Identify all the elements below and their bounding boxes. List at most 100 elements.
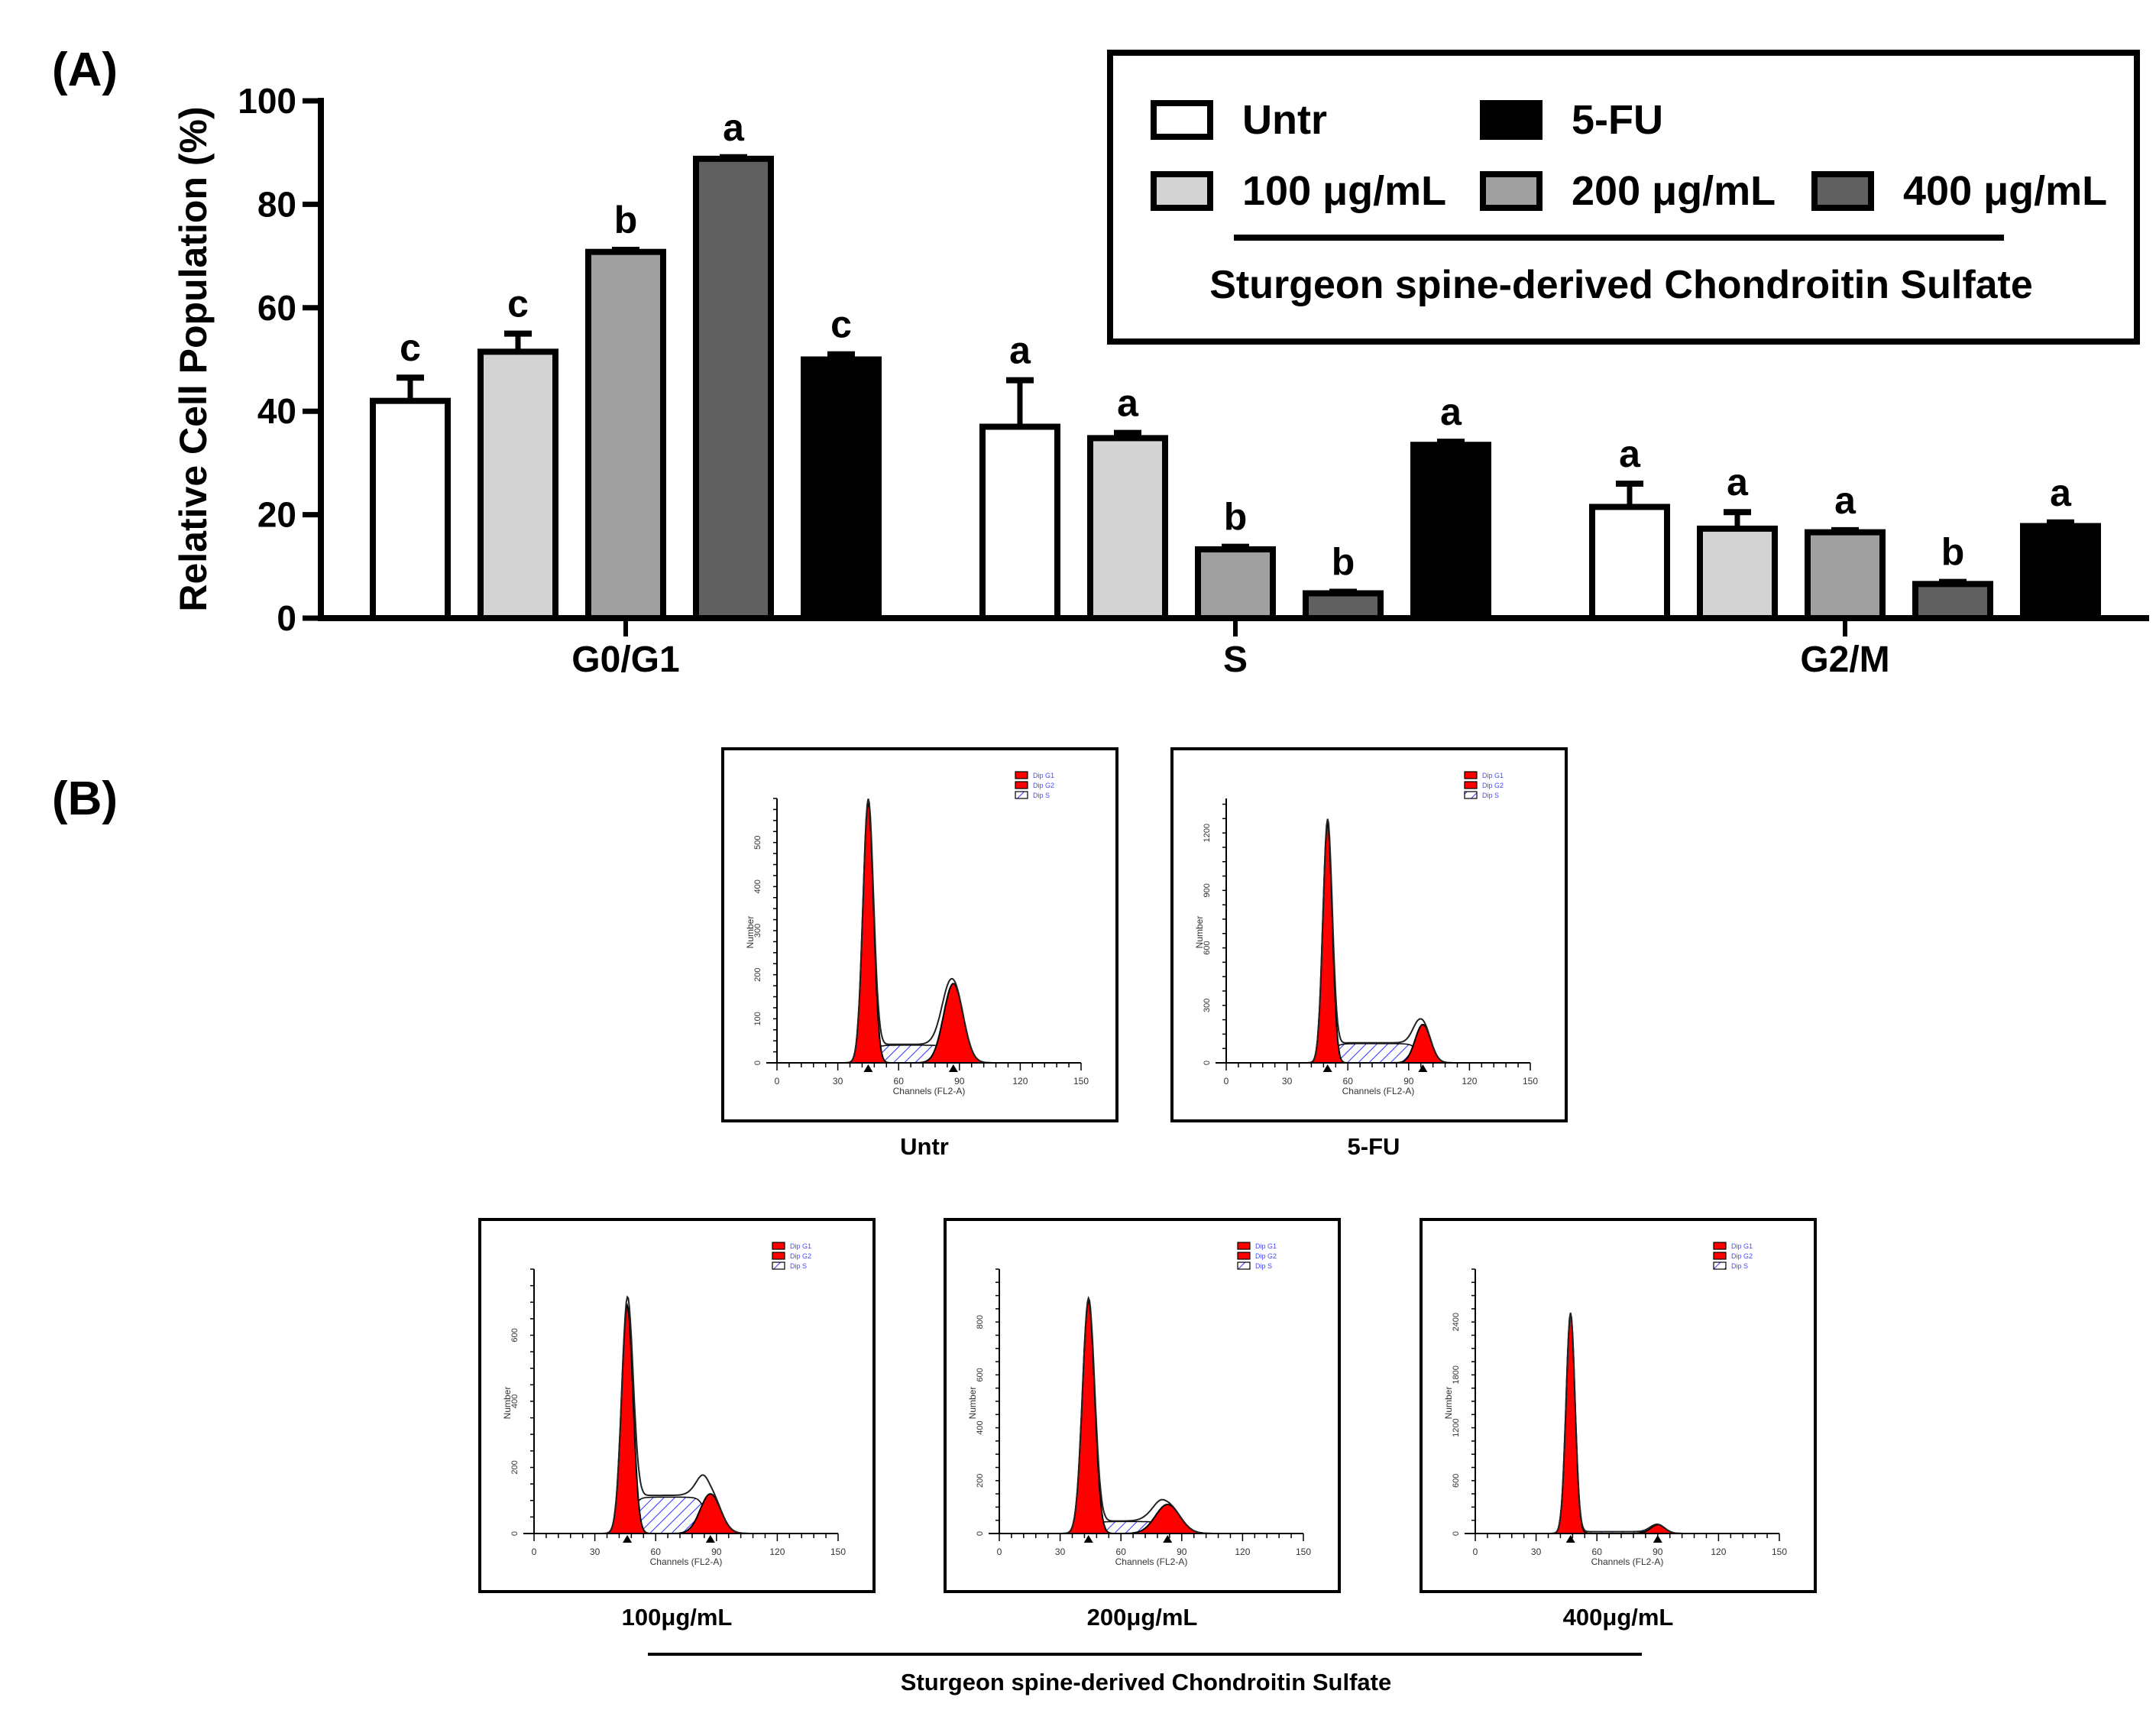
hist-x-tick-label: 0 (775, 1076, 780, 1087)
peak-marker-triangle-icon (1322, 1064, 1332, 1072)
panel-label-a: (A) (52, 44, 118, 96)
hist-y-tick-label: 2400 (1452, 1313, 1461, 1331)
bar-g2m-2 (1805, 529, 1886, 621)
hist-y-tick-label: 1200 (1452, 1418, 1461, 1436)
hist-x-tick-label: 150 (1523, 1076, 1538, 1087)
hist-x-tick-label: 60 (1116, 1546, 1127, 1557)
hist-legend-label: Dip G2 (790, 1252, 811, 1260)
hist-x-tick-label: 120 (1012, 1076, 1028, 1087)
hist-x-tick-label: 30 (590, 1546, 601, 1557)
peak-marker-triangle-icon (863, 1064, 873, 1072)
hist-y-tick-label: 300 (1203, 999, 1212, 1012)
hist-y-tick-label: 600 (1452, 1474, 1461, 1488)
hist-legend-swatch (1713, 1242, 1727, 1250)
y-axis-label: Relative Cell Population (%) (172, 106, 215, 611)
hist-y-tick-label: 0 (1452, 1531, 1461, 1536)
significance-letter: a (1009, 329, 1031, 372)
hist-legend-swatch (1237, 1252, 1251, 1260)
hist-x-tick-label: 30 (1531, 1546, 1542, 1557)
panel-frame (721, 747, 1118, 1122)
histogram-panel-0: 0 30 60 90 120 150 0 100 200 300 400 500 Number Chann… (721, 747, 1118, 1122)
bar-g0g1-3 (693, 155, 774, 622)
histogram-caption: 5-FU (1348, 1133, 1400, 1160)
y-tick-label: 80 (257, 184, 296, 224)
hist-y-tick-label: 0 (1203, 1061, 1212, 1065)
bar-g0g1-1 (477, 348, 558, 621)
hist-legend-swatch (1713, 1252, 1727, 1260)
y-tick-label: 100 (238, 81, 296, 121)
hist-x-tick-label: 150 (830, 1546, 846, 1557)
hist-y-tick-label: 900 (1203, 883, 1212, 897)
hist-legend-label: Dip G2 (1482, 782, 1504, 789)
significance-letter: a (1727, 461, 1749, 504)
hist-y-axis-label: Number (745, 916, 756, 949)
hist-legend-label: Dip G2 (1731, 1252, 1753, 1260)
bar-g2m-4 (2020, 523, 2101, 622)
hist-x-tick-label: 90 (1403, 1076, 1414, 1087)
hist-legend-label: Dip G1 (1731, 1242, 1753, 1250)
hist-x-tick-label: 90 (1653, 1546, 1663, 1557)
histogram-panel-3: 0 30 60 90 120 150 0 200 400 600 800 Number Channels… (944, 1218, 1341, 1593)
hist-legend-swatch (1015, 791, 1028, 799)
hist-y-tick-label: 0 (976, 1531, 985, 1536)
peak-marker-triangle-icon (1083, 1535, 1093, 1543)
hist-legend-swatch (1015, 781, 1028, 789)
y-tick-label: 0 (277, 598, 296, 638)
histogram-panel-1: 0 30 60 90 120 150 0 300 600 900 1200 Number Channel… (1170, 747, 1568, 1122)
hist-y-axis-label: Number (1443, 1387, 1454, 1420)
y-tick-label: 60 (257, 288, 296, 328)
hist-y-axis-label: Number (1194, 916, 1205, 949)
hist-x-tick-label: 90 (711, 1546, 722, 1557)
bar-g0g1-4 (801, 356, 882, 621)
hist-y-tick-label: 1200 (1203, 824, 1212, 842)
hist-legend-label: Dip G1 (1033, 772, 1054, 779)
hist-x-tick-label: 30 (1055, 1546, 1066, 1557)
peak-marker-triangle-icon (1653, 1535, 1662, 1543)
panel-label-b: (B) (52, 772, 118, 825)
hist-x-tick-label: 120 (769, 1546, 785, 1557)
hist-legend-swatch (772, 1261, 785, 1270)
hist-x-axis-label: Channels (FL2-A) (1115, 1556, 1188, 1567)
hist-legend-label: Dip G2 (1255, 1252, 1277, 1260)
significance-letter: a (723, 106, 745, 149)
hist-legend-swatch (1237, 1261, 1251, 1270)
significance-letter: a (1834, 479, 1857, 522)
flow-histograms: 0 30 60 90 120 1500100200300400500NumberChann… (478, 747, 1817, 1631)
hist-y-tick-label: 1800 (1452, 1365, 1461, 1384)
histogram-caption: 100μg/mL (622, 1604, 733, 1631)
hist-x-tick-label: 60 (894, 1076, 905, 1087)
hist-legend-swatch (1237, 1242, 1251, 1250)
hist-legend-swatch (1464, 791, 1478, 799)
hist-x-tick-label: 0 (532, 1546, 537, 1557)
panel-frame (478, 1218, 876, 1593)
peak-marker-triangle-icon (1565, 1535, 1575, 1543)
hist-y-tick-label: 200 (976, 1474, 985, 1488)
hist-y-tick-label: 200 (510, 1460, 520, 1474)
legend-caption: Sturgeon spine-derived Chondroitin Sulfa… (1209, 263, 2033, 307)
legend-swatch (1480, 171, 1543, 211)
peak-marker-triangle-icon (948, 1064, 958, 1072)
hist-legend-label: Dip S (1033, 792, 1050, 799)
peak-marker-triangle-icon (705, 1535, 715, 1543)
bar-g2m-1 (1697, 525, 1778, 622)
legend-label: 5-FU (1572, 97, 1663, 143)
hist-legend-swatch (1713, 1261, 1727, 1270)
hist-x-tick-label: 30 (1282, 1076, 1293, 1087)
hist-x-tick-label: 90 (1177, 1546, 1187, 1557)
hist-y-tick-label: 500 (753, 835, 762, 849)
significance-letter: a (2050, 471, 2072, 514)
significance-letter: c (400, 326, 421, 369)
bar-g2m-3 (1912, 581, 1993, 621)
y-tick-label: 20 (257, 495, 296, 535)
significance-letter: c (507, 283, 529, 325)
y-tick-label: 40 (257, 391, 296, 431)
hist-x-axis-label: Channels (FL2-A) (893, 1086, 966, 1096)
bar-s-2 (1195, 546, 1276, 621)
x-category-label: G2/M (1800, 640, 1889, 680)
hist-legend-swatch (1464, 781, 1478, 789)
bar-s-4 (1410, 442, 1491, 622)
hist-x-tick-label: 150 (1772, 1546, 1787, 1557)
hist-y-tick-label: 400 (510, 1394, 520, 1408)
hist-x-tick-label: 150 (1073, 1076, 1089, 1087)
